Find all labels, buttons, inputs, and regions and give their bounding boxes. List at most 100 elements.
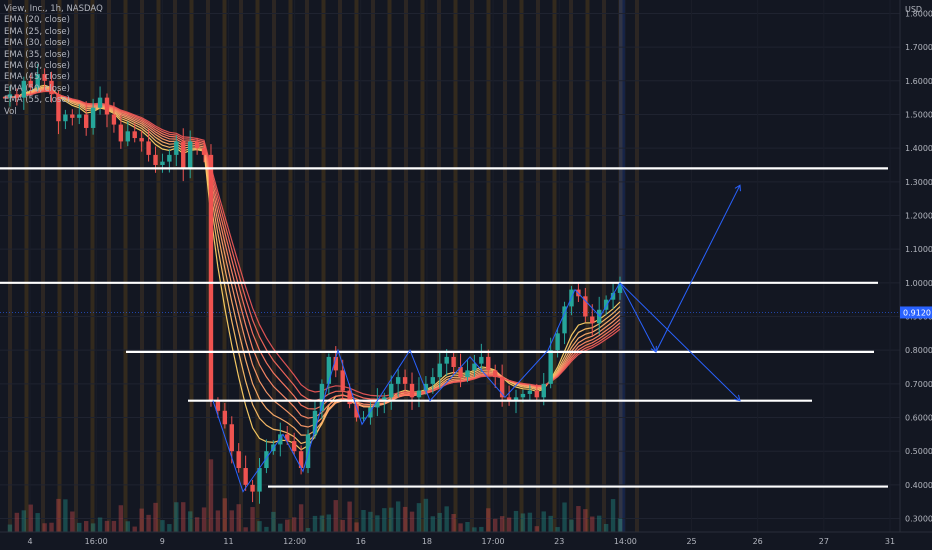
volume-bar xyxy=(278,523,283,532)
volume-bar xyxy=(187,511,193,532)
session-band xyxy=(173,0,177,532)
volume-bar xyxy=(617,518,623,532)
volume-bar xyxy=(479,526,484,532)
volume-bar xyxy=(139,508,144,532)
volume-bar xyxy=(104,520,110,532)
y-tick-label: 1.5000 xyxy=(905,110,932,119)
volume-bar xyxy=(90,523,96,532)
candle-body xyxy=(499,377,505,398)
session-band xyxy=(453,0,458,532)
candle-body xyxy=(285,434,290,442)
candle-body xyxy=(56,94,61,122)
session-band xyxy=(585,0,590,532)
volume-bar xyxy=(181,502,186,532)
volume-bar xyxy=(444,506,449,532)
session-band xyxy=(321,0,326,532)
candle-body xyxy=(174,141,179,155)
currency-label: USD xyxy=(905,5,922,14)
candle-body xyxy=(520,393,526,398)
candle-body xyxy=(382,397,387,401)
candle-body xyxy=(70,114,75,118)
x-tick-label: 4 xyxy=(27,537,32,546)
candle-body xyxy=(437,363,442,378)
candle-body xyxy=(278,434,283,445)
candle-body xyxy=(139,138,144,142)
candle-body xyxy=(326,356,332,384)
candle-body xyxy=(409,383,415,398)
session-band xyxy=(437,0,441,532)
volume-bar xyxy=(63,499,68,532)
last-price-tag: 0.9120 xyxy=(900,306,932,319)
candle-body xyxy=(125,131,130,142)
candle-body xyxy=(541,383,546,398)
candle-body xyxy=(389,383,394,398)
horizontal-levels[interactable] xyxy=(0,167,888,488)
candle-body xyxy=(375,400,380,408)
volume-bar xyxy=(333,500,338,532)
price-axis[interactable]: USD 1.8000 1.7000 1.6000 1.5000 1.4000 1.3000… xyxy=(899,0,932,550)
session-band xyxy=(107,0,111,532)
volume-bar xyxy=(527,512,533,532)
volume-bar xyxy=(229,510,234,532)
y-tick-label: 1.7000 xyxy=(905,43,932,52)
candle-body xyxy=(493,370,498,378)
candle-body xyxy=(444,356,449,364)
x-tick-label: 17:00 xyxy=(482,537,505,546)
candle-body xyxy=(153,154,158,165)
session-band xyxy=(354,0,359,532)
y-tick-label: 0.8000 xyxy=(905,346,932,355)
volume-bar xyxy=(222,498,228,532)
volume-bar xyxy=(458,523,463,532)
candle-body xyxy=(527,390,533,394)
volume-bar xyxy=(7,524,13,532)
volume-bar xyxy=(21,510,26,532)
volume-bar xyxy=(389,507,394,532)
session-band xyxy=(569,0,573,532)
volume-bar xyxy=(167,524,172,532)
volume-bar xyxy=(513,510,519,532)
candle-body xyxy=(7,94,13,98)
x-tick-label: 25 xyxy=(686,537,696,546)
candle-body xyxy=(333,356,338,371)
session-band xyxy=(371,0,375,532)
candle-body xyxy=(402,377,408,384)
time-axis[interactable]: 4 16:00 9 11 12:00 16 18 17:00 23 14:00 25 26 27 31 xyxy=(0,531,932,546)
x-tick-label: 27 xyxy=(819,537,829,546)
last-price-label: 0.9120 xyxy=(903,308,931,317)
session-band xyxy=(618,0,623,532)
volume-bar xyxy=(28,504,33,532)
volume-bar xyxy=(603,523,609,532)
session-band xyxy=(420,0,425,532)
volume-bar xyxy=(236,504,241,532)
trend-drawings[interactable] xyxy=(212,184,741,493)
session-band xyxy=(255,0,260,532)
session-band xyxy=(503,0,507,532)
candle-body xyxy=(583,296,588,317)
candle-body xyxy=(361,417,366,419)
candle-body xyxy=(430,377,436,384)
volume-bar xyxy=(354,522,359,532)
volume-bar xyxy=(506,517,512,532)
candle-body xyxy=(90,107,96,128)
volume-bar xyxy=(534,526,540,532)
session-band xyxy=(338,0,342,532)
arrowhead-down xyxy=(734,394,741,402)
x-tick-label: 26 xyxy=(753,537,763,546)
candle-body xyxy=(14,94,20,98)
candle-body xyxy=(548,350,553,384)
candle-body xyxy=(395,377,401,384)
volume-bar xyxy=(451,513,456,532)
volume-bar xyxy=(83,521,89,532)
y-tick-label: 1.6000 xyxy=(905,77,932,86)
session-band xyxy=(552,0,557,532)
candle-body xyxy=(194,141,200,149)
candlesticks[interactable] xyxy=(7,64,623,504)
y-tick-label: 1.4000 xyxy=(905,144,932,153)
volume-bar xyxy=(486,508,491,532)
candle-body xyxy=(368,407,373,418)
y-tick-label: 0.5000 xyxy=(905,447,932,456)
x-tick-label: 16:00 xyxy=(85,537,108,546)
candle-body xyxy=(215,400,221,411)
